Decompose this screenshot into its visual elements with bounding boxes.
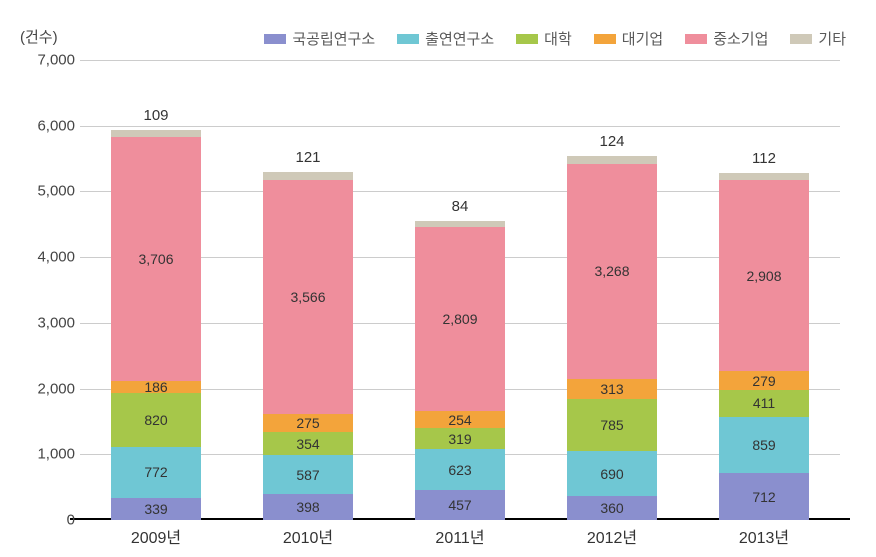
bar-segment [567, 156, 657, 164]
legend-label: 대기업 [622, 28, 663, 49]
bar-segment [719, 173, 809, 180]
bar-segment [567, 399, 657, 451]
bar-segment [111, 137, 201, 381]
bar-segment [415, 221, 505, 227]
legend-swatch [516, 34, 538, 44]
legend-swatch [397, 34, 419, 44]
grid-line [80, 60, 840, 61]
legend-swatch [790, 34, 812, 44]
bar-segment [719, 180, 809, 371]
y-tick-label: 7,000 [25, 52, 75, 69]
segment-value-label: 121 [263, 149, 353, 166]
bar-segment [111, 381, 201, 393]
legend-label: 중소기업 [713, 28, 768, 49]
bar-segment [719, 371, 809, 389]
x-tick-label: 2009년 [111, 524, 201, 548]
legend: 국공립연구소 출연연구소 대학 대기업 중소기업 기타 [200, 28, 846, 49]
y-tick-label: 6,000 [25, 117, 75, 134]
bar-segment [111, 498, 201, 520]
x-tick-label: 2010년 [263, 524, 353, 548]
legend-label: 기타 [818, 28, 846, 49]
y-tick-label: 2,000 [25, 380, 75, 397]
legend-label: 출연연구소 [425, 28, 494, 49]
segment-value-label: 124 [567, 133, 657, 150]
grid-line [80, 126, 840, 127]
bar-segment [263, 494, 353, 520]
bar-segment [415, 428, 505, 449]
chart-container: (건수) 국공립연구소출연연구소대학대기업중소기업기타 01,0002,0003… [0, 0, 876, 557]
bar-segment [415, 449, 505, 490]
legend-item: 중소기업 [685, 28, 768, 49]
legend-label: 대학 [544, 28, 572, 49]
bar-segment [567, 379, 657, 400]
y-axis-title: (건수) [20, 26, 58, 47]
segment-value-label: 112 [719, 150, 809, 167]
y-tick-label: 1,000 [25, 446, 75, 463]
bar-segment [111, 447, 201, 498]
bar-segment [415, 411, 505, 428]
bar-segment [111, 393, 201, 447]
y-tick-label: 3,000 [25, 314, 75, 331]
bar-segment [263, 180, 353, 414]
legend-item: 대학 [516, 28, 572, 49]
y-tick-label: 4,000 [25, 249, 75, 266]
bar-segment [263, 455, 353, 494]
bar-segment [263, 414, 353, 432]
bar-segment [567, 496, 657, 520]
bar-segment [567, 451, 657, 496]
bar-segment [567, 164, 657, 379]
x-tick-label: 2013년 [719, 524, 809, 548]
x-tick-label: 2012년 [567, 524, 657, 548]
plot-area: 01,0002,0003,0004,0005,0006,0007,0003397… [80, 60, 840, 520]
legend-swatch [264, 34, 286, 44]
y-tick-label: 5,000 [25, 183, 75, 200]
y-tick-label: 0 [25, 512, 75, 529]
bar-segment [719, 417, 809, 473]
legend-item: 출연연구소 [397, 28, 494, 49]
bar-segment [263, 172, 353, 180]
bar-segment [415, 227, 505, 412]
legend-item: 국공립연구소 [264, 28, 375, 49]
bar-segment [263, 432, 353, 455]
bar-segment [719, 390, 809, 417]
segment-value-label: 109 [111, 107, 201, 124]
legend-item: 대기업 [594, 28, 663, 49]
legend-label: 국공립연구소 [292, 28, 375, 49]
x-tick-label: 2011년 [415, 524, 505, 548]
legend-swatch [685, 34, 707, 44]
bar-segment [415, 490, 505, 520]
bar-segment [719, 473, 809, 520]
legend-item: 기타 [790, 28, 846, 49]
segment-value-label: 84 [415, 198, 505, 215]
legend-swatch [594, 34, 616, 44]
bar-segment [111, 130, 201, 137]
